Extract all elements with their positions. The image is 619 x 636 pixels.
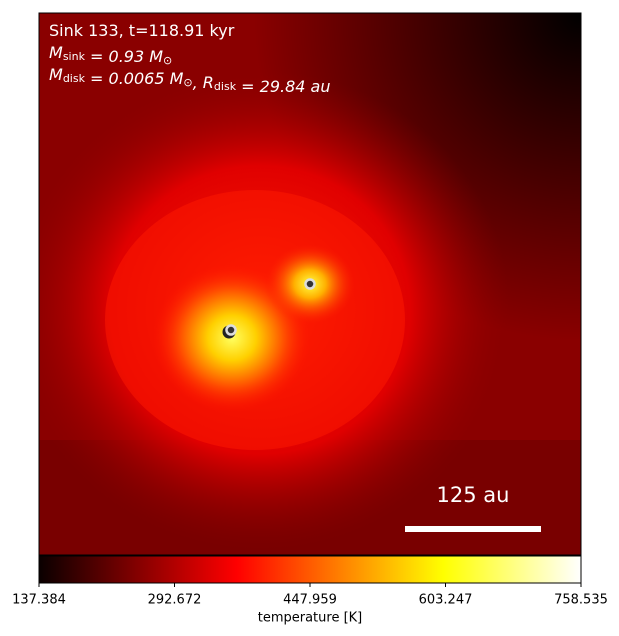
text-segment: = 0.0065 M xyxy=(85,69,184,88)
text-segment: = 0.93 M xyxy=(85,47,163,66)
annotation-line: Sink 133, t=118.91 kyr xyxy=(49,21,235,40)
subscript: disk xyxy=(63,72,86,85)
colorbar-ticks: 137.384 292.672 447.959 603.247 758.535 xyxy=(12,583,608,608)
colorbar-label: temperature [K] xyxy=(258,611,363,626)
subscript: ⊙ xyxy=(183,76,192,89)
scale-bar-label: 125 au xyxy=(437,483,510,507)
tick-label: 137.384 xyxy=(12,593,66,608)
scale-bar xyxy=(405,526,541,532)
tick-label: 292.672 xyxy=(148,593,202,608)
annotation-line: Mdisk = 0.0065 M⊙, Rdisk = 29.84 au xyxy=(49,65,330,96)
text-segment: M xyxy=(49,43,63,62)
subscript: sink xyxy=(63,50,86,63)
text-segment: , R xyxy=(193,73,214,92)
text-segment: Sink 133, t=118.91 kyr xyxy=(49,21,235,40)
sink xyxy=(304,278,316,290)
text-segment: M xyxy=(49,65,63,84)
frame xyxy=(38,12,582,556)
sink xyxy=(225,324,237,336)
text-segment: = 29.84 au xyxy=(236,77,330,96)
annotation-line: Msink = 0.93 M⊙ xyxy=(49,43,172,68)
subscript: ⊙ xyxy=(163,54,172,67)
subscript: disk xyxy=(214,80,237,93)
colorbar xyxy=(38,555,582,584)
tick-label: 603.247 xyxy=(419,593,473,608)
tick-label: 758.535 xyxy=(554,593,608,608)
tick-label: 447.959 xyxy=(283,593,337,608)
